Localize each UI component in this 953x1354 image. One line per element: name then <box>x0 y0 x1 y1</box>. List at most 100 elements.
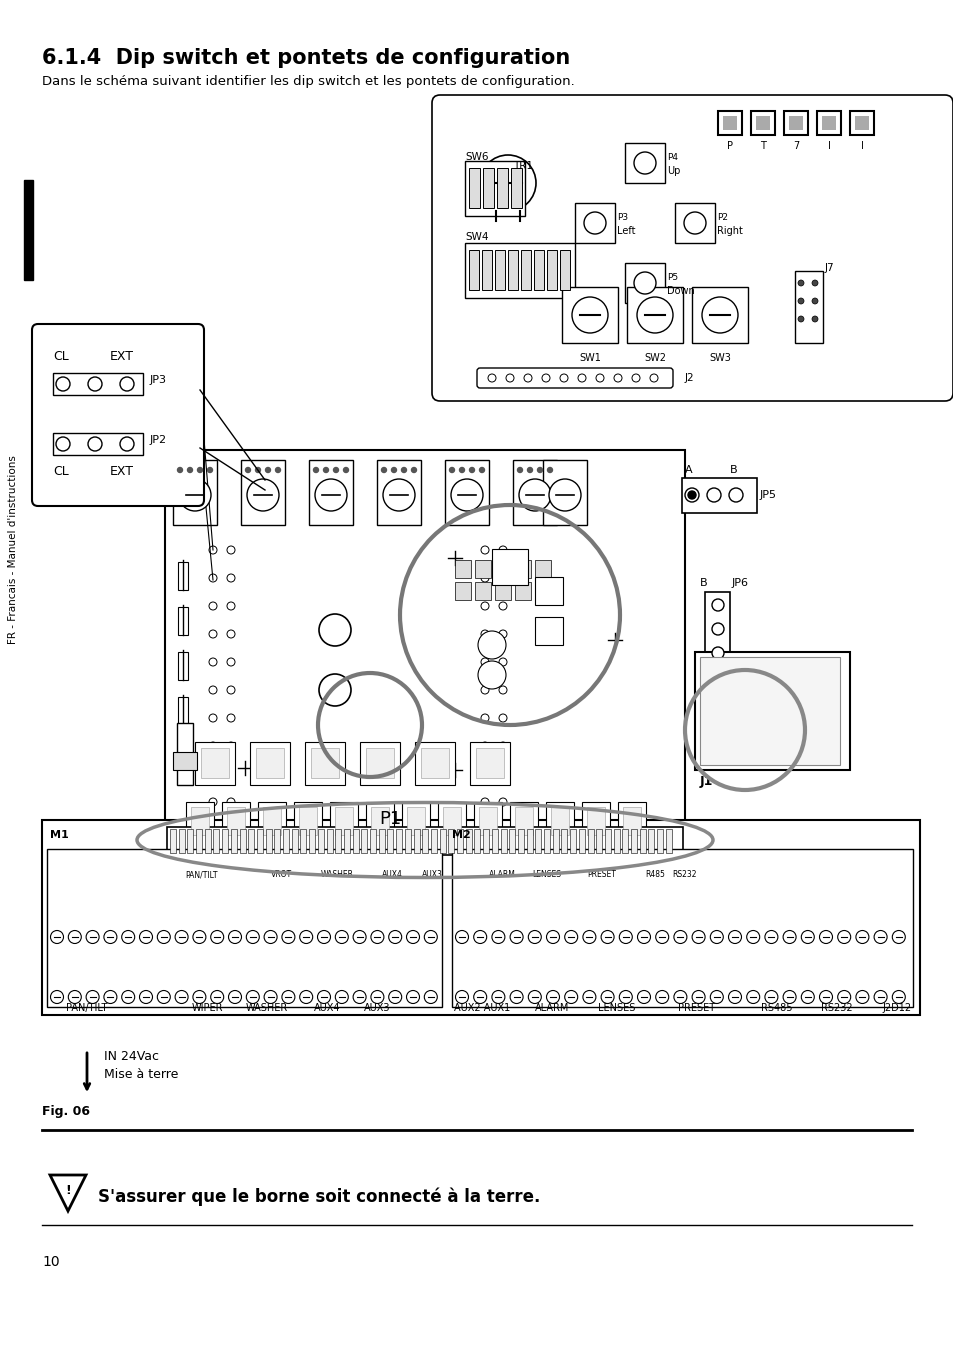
Circle shape <box>572 297 607 333</box>
Circle shape <box>855 991 868 1003</box>
Bar <box>581 802 609 839</box>
Text: A: A <box>700 672 707 682</box>
Circle shape <box>56 437 70 451</box>
Circle shape <box>209 742 216 750</box>
Circle shape <box>891 991 904 1003</box>
Bar <box>330 802 357 839</box>
Circle shape <box>246 991 259 1003</box>
Text: P: P <box>726 141 732 152</box>
Circle shape <box>247 479 278 510</box>
Circle shape <box>811 315 817 322</box>
Text: JP5: JP5 <box>760 490 776 500</box>
Bar <box>378 829 384 853</box>
Bar <box>186 802 213 839</box>
Circle shape <box>873 930 886 944</box>
Bar <box>578 829 584 853</box>
Bar <box>344 829 350 853</box>
Text: J2D12: J2D12 <box>882 1003 911 1013</box>
Bar <box>414 829 419 853</box>
Circle shape <box>317 991 330 1003</box>
Circle shape <box>209 574 216 582</box>
Bar <box>517 829 523 853</box>
Text: ALARM: ALARM <box>535 1003 569 1013</box>
Circle shape <box>335 930 348 944</box>
Text: ALARM: ALARM <box>488 871 515 879</box>
Circle shape <box>122 991 134 1003</box>
Bar <box>257 802 286 839</box>
Bar <box>788 116 802 130</box>
Bar <box>222 802 250 839</box>
Bar <box>526 829 532 853</box>
Circle shape <box>637 930 650 944</box>
Bar <box>515 561 531 578</box>
Circle shape <box>649 374 658 382</box>
Circle shape <box>275 467 280 473</box>
Bar <box>482 168 494 209</box>
Circle shape <box>335 991 348 1003</box>
Text: Down: Down <box>666 286 694 297</box>
Circle shape <box>51 991 64 1003</box>
Text: TR1: TR1 <box>513 161 533 171</box>
Text: J2: J2 <box>684 372 694 383</box>
Circle shape <box>528 930 540 944</box>
Circle shape <box>819 930 832 944</box>
Circle shape <box>488 374 496 382</box>
Text: M2: M2 <box>452 830 470 839</box>
Bar <box>691 287 747 343</box>
Bar <box>455 582 471 600</box>
Bar <box>371 807 389 835</box>
Text: Dans le schéma suivant identifier les dip switch et les pontets de configuration: Dans le schéma suivant identifier les di… <box>42 74 574 88</box>
Bar <box>407 807 424 835</box>
Circle shape <box>371 930 383 944</box>
Bar <box>178 653 188 680</box>
Bar <box>596 829 601 853</box>
Circle shape <box>479 467 484 473</box>
Bar <box>546 250 557 290</box>
Circle shape <box>406 991 419 1003</box>
Bar <box>178 697 188 724</box>
Text: SW3: SW3 <box>708 353 730 363</box>
Bar <box>317 829 324 853</box>
Bar <box>177 723 193 785</box>
Bar <box>495 582 511 600</box>
Circle shape <box>631 374 639 382</box>
Circle shape <box>797 280 803 286</box>
Circle shape <box>873 991 886 1003</box>
Circle shape <box>498 658 506 666</box>
Bar <box>205 829 211 853</box>
Bar <box>191 807 209 835</box>
Text: WASHER: WASHER <box>246 1003 288 1013</box>
Bar <box>292 829 297 853</box>
Circle shape <box>211 930 223 944</box>
Bar <box>366 802 394 839</box>
Text: S'assurer que le borne soit connecté à la terre.: S'assurer que le borne soit connecté à l… <box>98 1187 539 1206</box>
Bar <box>422 829 428 853</box>
Circle shape <box>197 467 202 473</box>
Circle shape <box>51 930 64 944</box>
Bar <box>335 829 341 853</box>
Bar <box>535 561 551 578</box>
Text: RS485: RS485 <box>760 1003 792 1013</box>
Circle shape <box>706 487 720 502</box>
Circle shape <box>157 930 171 944</box>
Bar <box>213 829 219 853</box>
Circle shape <box>510 930 522 944</box>
Bar <box>437 802 465 839</box>
Bar <box>305 742 345 785</box>
Bar <box>849 111 873 135</box>
Circle shape <box>498 574 506 582</box>
Bar <box>165 450 684 830</box>
Circle shape <box>281 991 294 1003</box>
Bar <box>500 829 506 853</box>
Circle shape <box>209 603 216 611</box>
Bar <box>172 751 196 770</box>
Circle shape <box>498 630 506 638</box>
Circle shape <box>683 213 705 234</box>
Circle shape <box>782 991 795 1003</box>
Bar <box>631 829 637 853</box>
Bar <box>239 829 245 853</box>
Circle shape <box>209 658 216 666</box>
Circle shape <box>673 991 686 1003</box>
Circle shape <box>480 630 489 638</box>
Bar <box>298 807 316 835</box>
